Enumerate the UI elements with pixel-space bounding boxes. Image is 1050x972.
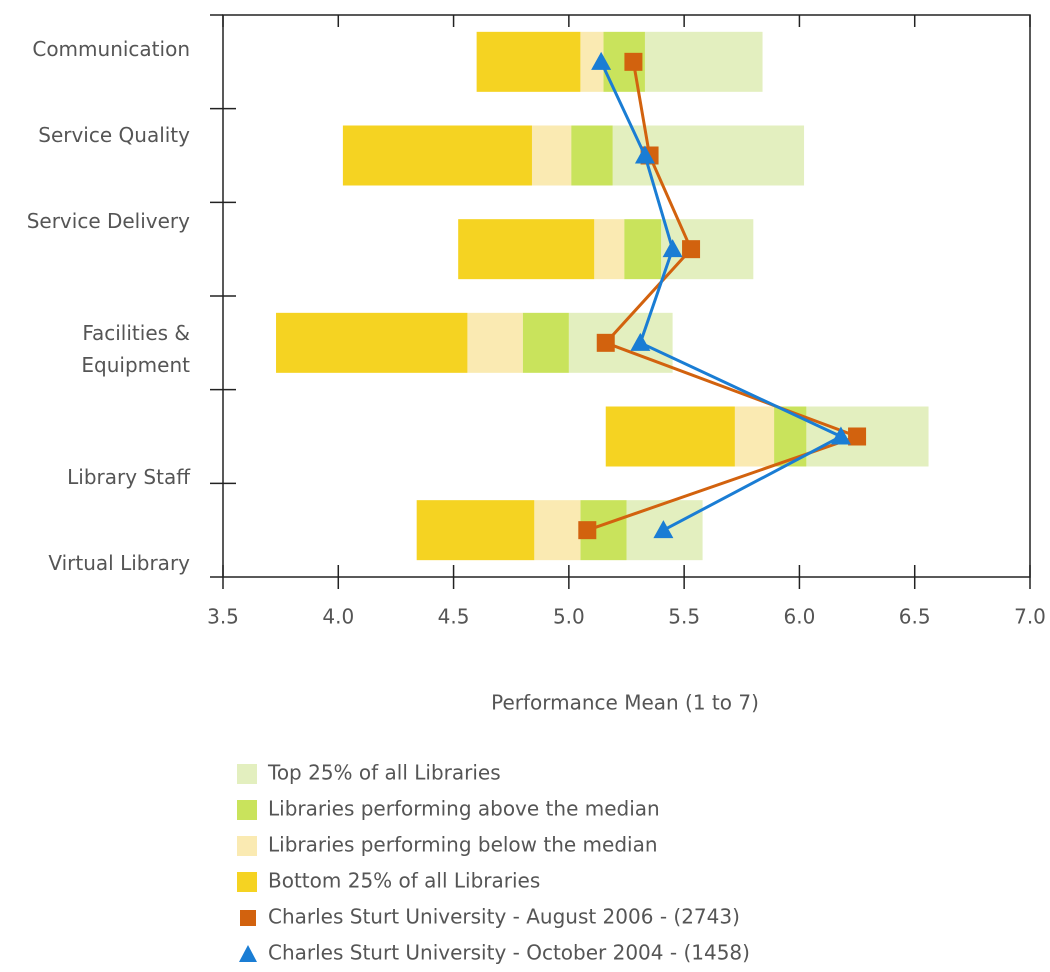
bar-segment [276, 312, 468, 373]
marker-triangle [634, 145, 655, 164]
y-category-label: Library Staff [67, 465, 190, 489]
legend-label: Charles Sturt University - August 2006 -… [268, 905, 740, 929]
x-tick-label: 3.5 [207, 605, 239, 629]
y-category-label: Communication [32, 37, 190, 61]
bar-segment [458, 219, 595, 280]
x-tick-label: 6.0 [784, 605, 816, 629]
bar-segment [467, 312, 523, 373]
legend-label: Charles Sturt University - October 2004 … [268, 941, 750, 965]
marker-square [624, 52, 643, 71]
legend-label: Libraries performing above the median [268, 797, 660, 821]
bar-segment [568, 312, 673, 373]
x-tick-label: 4.5 [438, 605, 470, 629]
y-category-label: Facilities & Equipment [81, 321, 190, 377]
plot-frame [222, 14, 1031, 578]
y-category-label: Virtual Library [48, 551, 190, 575]
x-tick-label: 5.5 [668, 605, 700, 629]
legend-swatch [240, 910, 256, 926]
legend-swatch [237, 800, 257, 820]
marker-square [596, 333, 615, 352]
x-axis-title: Performance Mean (1 to 7) [491, 691, 759, 715]
marker-triangle [830, 426, 851, 445]
marker-triangle [630, 332, 651, 351]
legend-swatch [237, 872, 257, 892]
y-category-label: Service Quality [38, 123, 190, 147]
y-category-label: Service Delivery [26, 209, 190, 233]
x-tick-label: 5.0 [553, 605, 585, 629]
marker-square [578, 521, 597, 540]
bar-segment [806, 406, 929, 467]
legend-swatch [237, 764, 257, 784]
marker-square [848, 427, 867, 446]
legend-label: Libraries performing below the median [268, 833, 658, 857]
bar-segment [624, 219, 662, 280]
bar-segment [522, 312, 569, 373]
bar-segment [416, 500, 535, 561]
line [599, 61, 845, 532]
x-tick-label: 7.0 [1014, 605, 1046, 629]
legend-label: Top 25% of all Libraries [267, 761, 501, 785]
bar-segment [571, 125, 613, 186]
bar-segment [342, 125, 532, 186]
bar-segment [644, 31, 763, 92]
legend-swatch [237, 836, 257, 856]
x-tick-label: 6.5 [899, 605, 931, 629]
marker-triangle [653, 520, 674, 539]
legend-swatch [239, 945, 257, 962]
marker-square [682, 240, 701, 259]
bar-segment [594, 219, 625, 280]
bar-segment [734, 406, 775, 467]
marker-triangle [662, 239, 683, 258]
bar-segment [605, 406, 735, 467]
bar-segment [476, 31, 581, 92]
x-tick-label: 4.0 [322, 605, 354, 629]
legend-label: Bottom 25% of all Libraries [268, 869, 540, 893]
bar-segment [534, 500, 581, 561]
marker-triangle [591, 51, 612, 70]
bar-segment [580, 31, 604, 92]
bar-segment [531, 125, 572, 186]
